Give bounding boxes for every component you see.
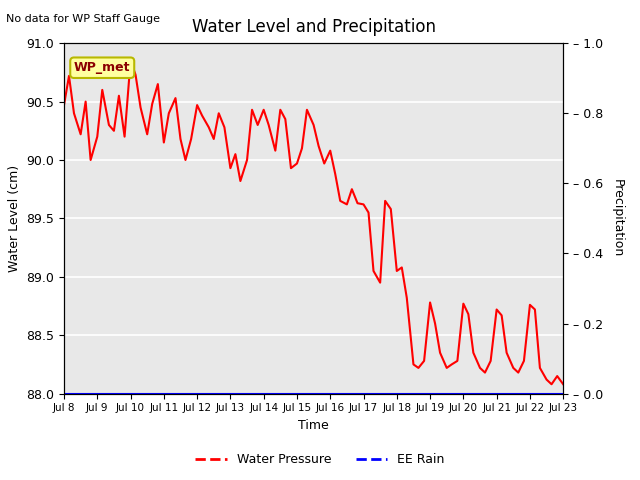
Water Pressure	[121, 134, 129, 140]
Water Pressure	[193, 102, 201, 108]
X-axis label: Time: Time	[298, 419, 329, 432]
Water Pressure	[127, 58, 134, 64]
Water Pressure	[554, 373, 561, 379]
Y-axis label: Water Level (cm): Water Level (cm)	[8, 165, 20, 272]
Title: Water Level and Precipitation: Water Level and Precipitation	[191, 18, 436, 36]
Water Pressure	[548, 382, 556, 387]
Water Pressure	[354, 200, 362, 206]
Water Pressure	[487, 358, 495, 364]
Text: No data for WP Staff Gauge: No data for WP Staff Gauge	[6, 14, 161, 24]
Text: WP_met: WP_met	[74, 61, 131, 74]
Water Pressure	[559, 382, 567, 387]
Y-axis label: Precipitation: Precipitation	[611, 179, 624, 258]
Legend: Water Pressure, EE Rain: Water Pressure, EE Rain	[190, 448, 450, 471]
Line: Water Pressure: Water Pressure	[64, 61, 563, 384]
Water Pressure	[182, 157, 189, 163]
Water Pressure	[60, 102, 68, 108]
